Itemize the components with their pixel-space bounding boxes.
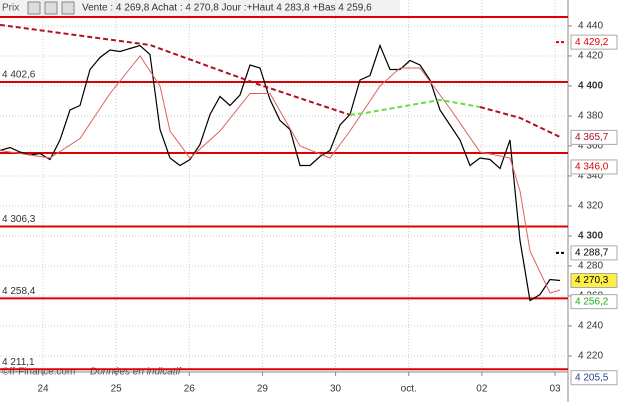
series-line	[0, 23, 561, 138]
y-tick-label: 4 280	[578, 261, 603, 272]
series-line	[0, 43, 561, 302]
series-line	[0, 55, 561, 294]
y-tick-label: 4 360	[578, 141, 603, 152]
x-tick-label: 29	[257, 384, 269, 395]
y-tick-label: 4 380	[578, 111, 603, 122]
level-label: 4 211,1	[2, 357, 35, 368]
level-label: 4 306,3	[2, 214, 36, 225]
x-tick-label: 25	[111, 384, 123, 395]
y-tick-label: 4 220	[578, 351, 603, 362]
price-label: 4 270,3	[575, 275, 609, 286]
x-tick-label: 30	[330, 384, 342, 395]
tab-label[interactable]: Prix	[2, 3, 19, 14]
source: ©ff-Finance.com	[2, 367, 75, 378]
price-box	[570, 273, 618, 288]
price-label: 4 288,7	[575, 248, 609, 259]
price-label: 4 256,2	[575, 296, 609, 307]
sell-icon[interactable]	[44, 1, 58, 15]
price-label: 4 346,0	[575, 162, 609, 173]
y-tick-label: 4 440	[578, 21, 603, 32]
y-tick-label: 4 400	[578, 81, 603, 92]
note: Données en indicatif	[90, 367, 182, 378]
y-tick-label: 4 340	[578, 171, 603, 182]
price-label: 4 365,7	[575, 132, 609, 143]
x-tick-label: 03	[549, 384, 561, 395]
level-label: 4 402,6	[2, 70, 36, 81]
x-tick-label: oct.	[401, 384, 417, 395]
price-box	[570, 34, 618, 50]
level-label: 4 258,4	[2, 286, 36, 297]
buy-icon[interactable]	[61, 1, 75, 15]
price-box	[570, 129, 618, 145]
price-label: 4 205,5	[575, 372, 609, 383]
quote: Vente : 4 269,8 Achat : 4 270,8 Jour :+H…	[82, 3, 372, 14]
toolbar	[0, 0, 400, 16]
x-tick-label: 26	[184, 384, 196, 395]
y-tick-label: 4 420	[578, 51, 603, 62]
y-tick-label: 4 320	[578, 201, 603, 212]
tool-icon[interactable]	[27, 1, 41, 15]
y-tick-label: 4 240	[578, 321, 603, 332]
y-tick-label: 4 300	[578, 231, 603, 242]
price-label: 4 429,2	[575, 37, 609, 48]
price-box	[570, 370, 618, 386]
price-box	[570, 245, 618, 261]
x-tick-label: 24	[37, 384, 49, 395]
price-box	[570, 294, 618, 310]
x-tick-label: 02	[476, 384, 488, 395]
price-box	[570, 159, 618, 175]
